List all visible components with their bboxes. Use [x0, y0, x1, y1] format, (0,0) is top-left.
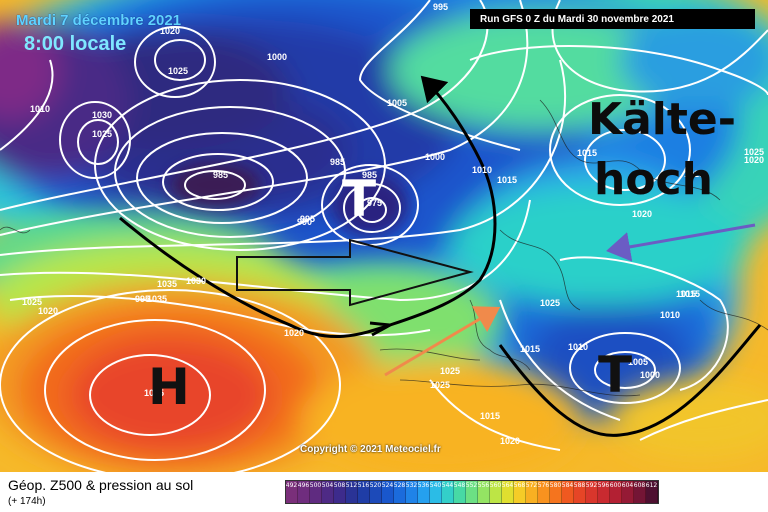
low-pressure-east-symbol: T: [598, 346, 633, 404]
scale-cell: 580: [550, 481, 562, 503]
isobar-label: 1010: [472, 165, 492, 175]
isobar-label: 1015: [676, 289, 696, 299]
isobar-label: 1030: [92, 110, 112, 120]
scale-cell: 564: [502, 481, 514, 503]
map-canvas: 1020102510301025101010001005995995100010…: [0, 0, 768, 472]
isobar-label: 975: [367, 198, 382, 208]
low-pressure-north-symbol: T: [342, 170, 377, 228]
isobar-label: 985: [330, 157, 345, 167]
isobar-label: 1015: [577, 148, 597, 158]
isobar-label: 1005: [628, 357, 648, 367]
geopotential-field: [0, 0, 768, 472]
isobar-label: 1015: [497, 175, 517, 185]
legend-title: Géop. Z500 & pression au sol: [8, 477, 194, 493]
coastlines: [0, 99, 768, 397]
isobar-label: 1025: [430, 380, 450, 390]
legend-subtitle: (+ 174h): [8, 496, 46, 507]
scale-cell: 568: [514, 481, 526, 503]
scale-cell: 556: [478, 481, 490, 503]
isobar-label: 1020: [38, 306, 58, 316]
isobar-label: 1035: [147, 294, 167, 304]
isobar-label: 1010: [568, 342, 588, 352]
kaelte-label-line1: Kälte-: [588, 94, 737, 145]
outlined-flow-arrow: [236, 238, 474, 307]
trough-curve: [498, 324, 762, 437]
isobar-label: 985: [213, 170, 228, 180]
scale-cell: 540: [430, 481, 442, 503]
isobar-label: 995: [135, 294, 150, 304]
scale-cell: 532: [406, 481, 418, 503]
isobar-label: 1030: [186, 276, 206, 286]
scale-cell: 496: [298, 481, 310, 503]
scale-cell: 548: [454, 481, 466, 503]
jet-stream-arrow: [119, 75, 497, 338]
scale-cell: 528: [394, 481, 406, 503]
cold-flow-arrow: [606, 223, 756, 262]
scale-cell: 520: [370, 481, 382, 503]
scale-cell: 536: [418, 481, 430, 503]
color-scale: 492 496 500 504 508 512 516 520 524 528 532 536 540 5…: [285, 480, 659, 504]
valid-time: 8:00 locale: [24, 33, 127, 55]
copyright: Copyright © 2021 Meteociel.fr: [300, 444, 441, 455]
isobar-label: 1025: [540, 298, 560, 308]
scale-cell: 572: [526, 481, 538, 503]
isobar-label: 1025: [168, 66, 188, 76]
scale-cell: 604: [622, 481, 634, 503]
isobar-label: 1010: [30, 104, 50, 114]
scale-cell: 596: [598, 481, 610, 503]
isobar-label: 1000: [267, 52, 287, 62]
legend: Géop. Z500 & pression au sol (+ 174h) 49…: [0, 472, 768, 512]
scale-cell: 588: [574, 481, 586, 503]
isobar-label: 1005: [387, 98, 407, 108]
isobar-label: 995: [433, 2, 448, 12]
isobar-label: 995: [300, 214, 315, 224]
scale-cell: 500: [310, 481, 322, 503]
isobar-label: 1025: [92, 129, 112, 139]
isobar-label: 990: [297, 217, 312, 227]
scale-cell: 612: [646, 481, 658, 503]
isobar-label: 1010: [660, 310, 680, 320]
scale-cell: 508: [334, 481, 346, 503]
valid-date: Mardi 7 décembre 2021: [16, 12, 182, 29]
isobar-label: 1035: [157, 279, 177, 289]
isobar-label: 1015: [680, 289, 700, 299]
high-pressure-symbol: H: [148, 358, 190, 416]
scale-cell: 524: [382, 481, 394, 503]
isobar-label: 1015: [480, 411, 500, 421]
scale-cell: 584: [562, 481, 574, 503]
scale-cell: 544: [442, 481, 454, 503]
isobars: [0, 0, 768, 472]
jet-stream-tick: [369, 321, 395, 337]
isobar-label: 1025: [22, 297, 42, 307]
isobar-label: 1020: [632, 209, 652, 219]
isobar-label: 1020: [160, 26, 180, 36]
kaelte-label-line2: hoch: [594, 154, 713, 205]
scale-cell: 600: [610, 481, 622, 503]
isobar-label: 1000: [640, 370, 660, 380]
isobar-label: 1025: [744, 147, 764, 157]
scale-cell: 608: [634, 481, 646, 503]
isobar-label: 1020: [500, 436, 520, 446]
jet-arrows: [119, 75, 762, 437]
scale-cell: 516: [358, 481, 370, 503]
isobar-label: 1035: [144, 388, 164, 398]
scale-cell: 492: [286, 481, 298, 503]
pressure-labels: 1020102510301025101010001005995995100010…: [22, 2, 764, 446]
warm-advection-arrow: [384, 306, 501, 377]
isobar-label: 1020: [744, 155, 764, 165]
isobar-label: 1025: [440, 366, 460, 376]
scale-cell: 504: [322, 481, 334, 503]
scale-cell: 552: [466, 481, 478, 503]
isobar-label: 1020: [284, 328, 304, 338]
weather-map: 1020 1025 1030 1025 1010 1000 1005 995 995 1000 10…: [0, 0, 768, 472]
run-info: Run GFS 0 Z du Mardi 30 novembre 2021: [470, 9, 755, 29]
scale-cell: 512: [346, 481, 358, 503]
isobar-label: 1025: [684, 169, 704, 179]
isobar-label: 985: [362, 170, 377, 180]
isobar-label: 1000: [425, 152, 445, 162]
scale-cell: 560: [490, 481, 502, 503]
scale-cell: 592: [586, 481, 598, 503]
scale-cell: 576: [538, 481, 550, 503]
isobar-label: 1015: [520, 344, 540, 354]
